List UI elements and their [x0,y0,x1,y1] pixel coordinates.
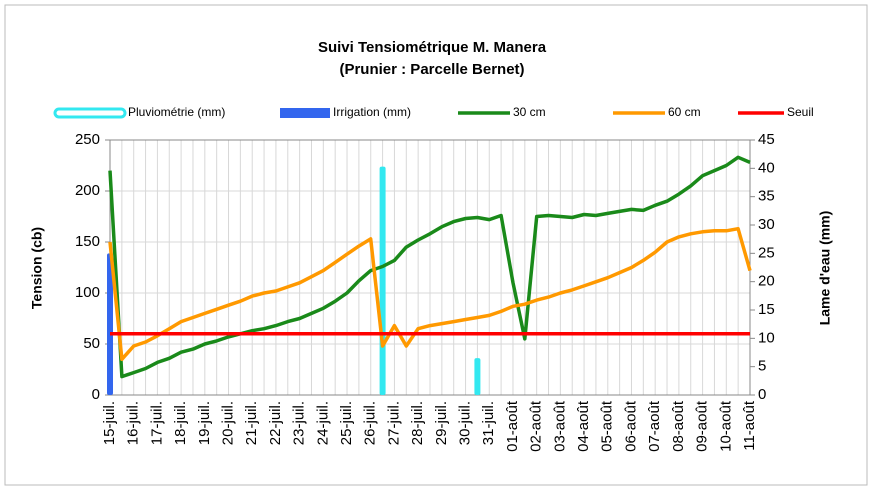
x-tick-label: 30-juil. [457,401,474,445]
y2-tick-label: 15 [758,301,775,318]
x-tick-label: 28-juil. [409,401,426,445]
bar [379,166,386,395]
y2-axis-title: Lame d'eau (mm) [817,211,833,326]
y2-tick-label: 0 [758,386,766,403]
x-tick-label: 24-juil. [314,401,331,445]
x-tick-label: 27-juil. [385,401,402,445]
y-axis-title: Tension (cb) [29,227,45,309]
y-tick-label: 250 [75,131,100,148]
y2-tick-label: 40 [758,159,775,176]
legend-label: 30 cm [513,105,546,119]
x-tick-label: 26-juil. [362,401,379,445]
legend-label: Seuil [787,105,814,119]
legend-swatch [53,107,127,119]
x-tick-label: 29-juil. [433,401,450,445]
x-tick-label: 06-août [622,400,639,452]
x-tick-label: 17-juil. [148,401,165,445]
x-tick-label: 20-juil. [219,401,236,445]
y-tick-label: 150 [75,233,100,250]
x-tick-label: 23-juil. [291,401,308,445]
y2-tick-label: 25 [758,244,775,261]
chart-subtitle: (Prunier : Parcelle Bernet) [339,61,524,78]
x-tick-label: 04-août [575,400,592,452]
x-tick-label: 07-août [646,400,663,452]
y2-tick-label: 30 [758,216,775,233]
y-tick-label: 100 [75,284,100,301]
chart-title: Suivi Tensiométrique M. Manera [318,39,547,56]
legend-swatch [280,108,330,118]
y-tick-label: 200 [75,182,100,199]
y2-tick-label: 20 [758,273,775,290]
y2-tick-label: 35 [758,188,775,205]
legend-label: Irrigation (mm) [333,105,411,119]
line [108,155,751,379]
y-tick-label: 50 [83,335,100,352]
x-tick-label: 03-août [551,400,568,452]
x-tick-label: 21-juil. [243,401,260,445]
x-tick-label: 19-juil. [196,401,213,445]
x-tick-label: 09-août [694,400,711,452]
y2-tick-label: 45 [758,131,775,148]
x-tick-label: 22-juil. [267,401,284,445]
x-tick-label: 10-août [717,400,734,452]
x-tick-label: 08-août [670,400,687,452]
legend-label: Pluviométrie (mm) [128,105,225,119]
x-tick-label: 05-août [599,400,616,452]
chart-frame [4,4,868,486]
y-tick-label: 0 [92,386,100,403]
line [108,226,752,362]
y2-tick-label: 5 [758,358,766,375]
x-tick-label: 31-juil. [480,401,497,445]
x-tick-label: 18-juil. [172,401,189,445]
x-tick-label: 01-août [504,400,521,452]
x-tick-label: 11-août [741,400,758,451]
x-tick-label: 25-juil. [338,401,355,445]
x-tick-label: 15-juil. [101,401,118,445]
legend-label: 60 cm [668,105,701,119]
y2-tick-label: 10 [758,329,775,346]
x-tick-label: 02-août [528,400,545,452]
x-tick-label: 16-juil. [125,401,142,445]
bar [107,253,113,395]
bar [474,358,481,395]
